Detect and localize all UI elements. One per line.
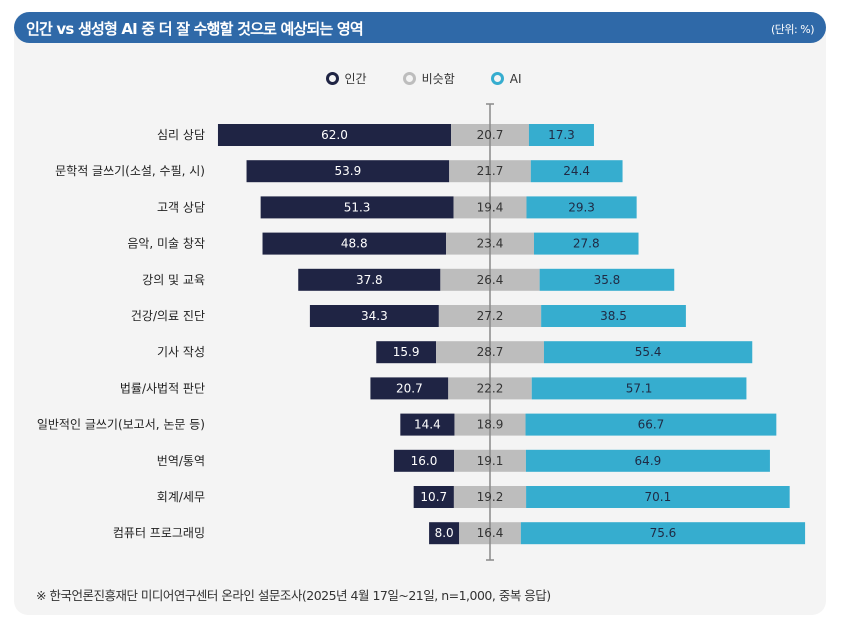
- data-label: 28.7: [477, 345, 504, 359]
- chart-header: 인간 vs 생성형 AI 중 더 잘 수행할 것으로 예상되는 영역 (단위: …: [14, 12, 826, 43]
- category-label: 문학적 글쓰기(소설, 수필, 시): [55, 164, 205, 178]
- data-label: 37.8: [356, 273, 383, 287]
- data-label: 8.0: [435, 526, 454, 540]
- bar-ai: [539, 268, 675, 291]
- category-label: 법률/사법적 판단: [120, 381, 205, 395]
- data-label: 70.1: [645, 490, 672, 504]
- bar-human: [298, 268, 441, 291]
- bar-ai: [525, 413, 777, 436]
- bar-human: [413, 486, 454, 508]
- data-label: 75.6: [650, 526, 677, 540]
- unit-label: (단위: %): [771, 23, 814, 36]
- legend-label: 비슷함: [421, 72, 455, 86]
- data-label: 64.9: [635, 454, 662, 468]
- category-label: 일반적인 글쓰기(보고서, 논문 등): [37, 418, 205, 432]
- legend-label: 인간: [344, 72, 367, 86]
- category-label: 번역/통역: [157, 454, 205, 468]
- data-label: 38.5: [600, 309, 627, 323]
- data-label: 53.9: [335, 164, 362, 178]
- data-label: 66.7: [638, 418, 665, 432]
- legend-label: AI: [509, 71, 522, 86]
- bar-human: [376, 341, 437, 364]
- bar-ai: [543, 341, 753, 364]
- bar-human: [246, 160, 450, 183]
- data-label: 19.2: [477, 490, 504, 504]
- data-label: 26.4: [477, 273, 504, 287]
- bar-ai: [526, 196, 637, 219]
- bar-ai: [531, 377, 747, 400]
- legend-marker: [402, 72, 416, 85]
- bar-human: [262, 232, 447, 255]
- data-label: 34.3: [361, 309, 388, 323]
- legend-item-human: 인간: [325, 70, 367, 87]
- bar-human: [217, 124, 452, 146]
- category-label: 고객 상담: [157, 200, 205, 214]
- data-label: 27.8: [573, 237, 600, 251]
- data-label: 10.7: [420, 490, 447, 504]
- data-label: 51.3: [344, 200, 371, 214]
- bar-ai: [530, 160, 623, 183]
- bar-human: [309, 305, 439, 327]
- data-label: 55.4: [635, 345, 662, 359]
- bar-human: [429, 522, 460, 545]
- category-label: 컴퓨터 프로그래밍: [113, 526, 205, 540]
- data-label: 27.2: [477, 309, 504, 323]
- bar-ai: [526, 486, 790, 508]
- bar-ai: [528, 124, 594, 146]
- data-label: 57.1: [626, 381, 653, 395]
- bar-ai: [533, 232, 639, 255]
- data-label: 17.3: [548, 128, 575, 142]
- category-label: 기사 작성: [157, 345, 205, 359]
- chart-title: 인간 vs 생성형 AI 중 더 잘 수행할 것으로 예상되는 영역: [26, 20, 364, 38]
- legend-marker: [490, 72, 504, 85]
- data-label: 24.4: [563, 164, 590, 178]
- legend-item-similar: 비슷함: [402, 70, 455, 87]
- legend-marker: [325, 72, 339, 85]
- category-label: 회계/세무: [157, 490, 205, 504]
- data-label: 19.1: [477, 454, 504, 468]
- category-label: 건강/의료 진단: [131, 309, 205, 323]
- bar-human: [393, 449, 455, 472]
- data-label: 15.9: [393, 345, 420, 359]
- bar-human: [370, 377, 449, 400]
- category-label: 심리 상담: [157, 128, 205, 142]
- data-label: 16.4: [477, 526, 504, 540]
- bar-ai: [520, 522, 806, 545]
- legend-item-ai: AI: [490, 70, 522, 87]
- data-label: 22.2: [477, 381, 504, 395]
- source-note: ※ 한국언론진흥재단 미디어연구센터 온라인 설문조사(2025년 4월 17일…: [36, 588, 551, 603]
- data-label: 29.3: [568, 200, 595, 214]
- data-label: 62.0: [321, 128, 348, 142]
- data-label: 16.0: [411, 454, 438, 468]
- data-label: 20.7: [396, 381, 423, 395]
- category-label: 음악, 미술 창작: [127, 237, 205, 251]
- bar-human: [400, 413, 455, 436]
- data-label: 14.4: [414, 418, 441, 432]
- data-label: 48.8: [341, 237, 368, 251]
- data-label: 21.7: [477, 164, 504, 178]
- category-label: 강의 및 교육: [142, 273, 205, 287]
- data-label: 20.7: [477, 128, 504, 142]
- data-label: 35.8: [594, 273, 621, 287]
- data-label: 18.9: [477, 418, 504, 432]
- bar-ai: [541, 305, 686, 327]
- bar-human: [260, 196, 454, 219]
- legend: 인간 비슷함 AI: [0, 70, 847, 87]
- data-label: 19.4: [477, 200, 504, 214]
- bar-ai: [525, 449, 770, 472]
- data-label: 23.4: [477, 237, 504, 251]
